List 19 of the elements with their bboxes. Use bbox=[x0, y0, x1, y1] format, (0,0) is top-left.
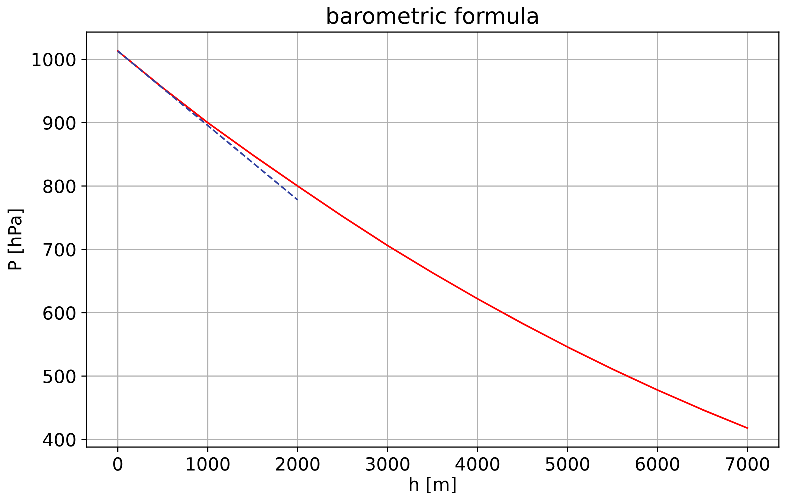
x-tick-label: 3000 bbox=[366, 457, 410, 471]
y-tick-label: 800 bbox=[44, 180, 76, 194]
y-tick-label: 700 bbox=[44, 243, 76, 257]
line-series bbox=[117, 50, 748, 430]
x-axis-title: h [m] bbox=[410, 477, 456, 494]
x-tick-label: 6000 bbox=[636, 457, 680, 471]
y-tick-label: 400 bbox=[43, 433, 76, 447]
y-tick-label: 900 bbox=[44, 116, 76, 130]
chart-title: barometric formula bbox=[328, 7, 538, 24]
y-tick-label: 1000 bbox=[32, 53, 76, 67]
x-tick-label: 0 bbox=[113, 457, 123, 471]
x-tick-label: 1000 bbox=[187, 457, 230, 471]
x-tick-label: 2000 bbox=[276, 457, 320, 471]
x-tick-label: 4000 bbox=[456, 457, 500, 471]
y-axis-title: P [hPa] bbox=[8, 210, 24, 270]
y-tick-label: 500 bbox=[44, 370, 76, 384]
x-tick-label: 5000 bbox=[546, 457, 590, 471]
y-tick-label: 600 bbox=[44, 306, 76, 320]
x-tick-label: 7000 bbox=[726, 457, 770, 471]
